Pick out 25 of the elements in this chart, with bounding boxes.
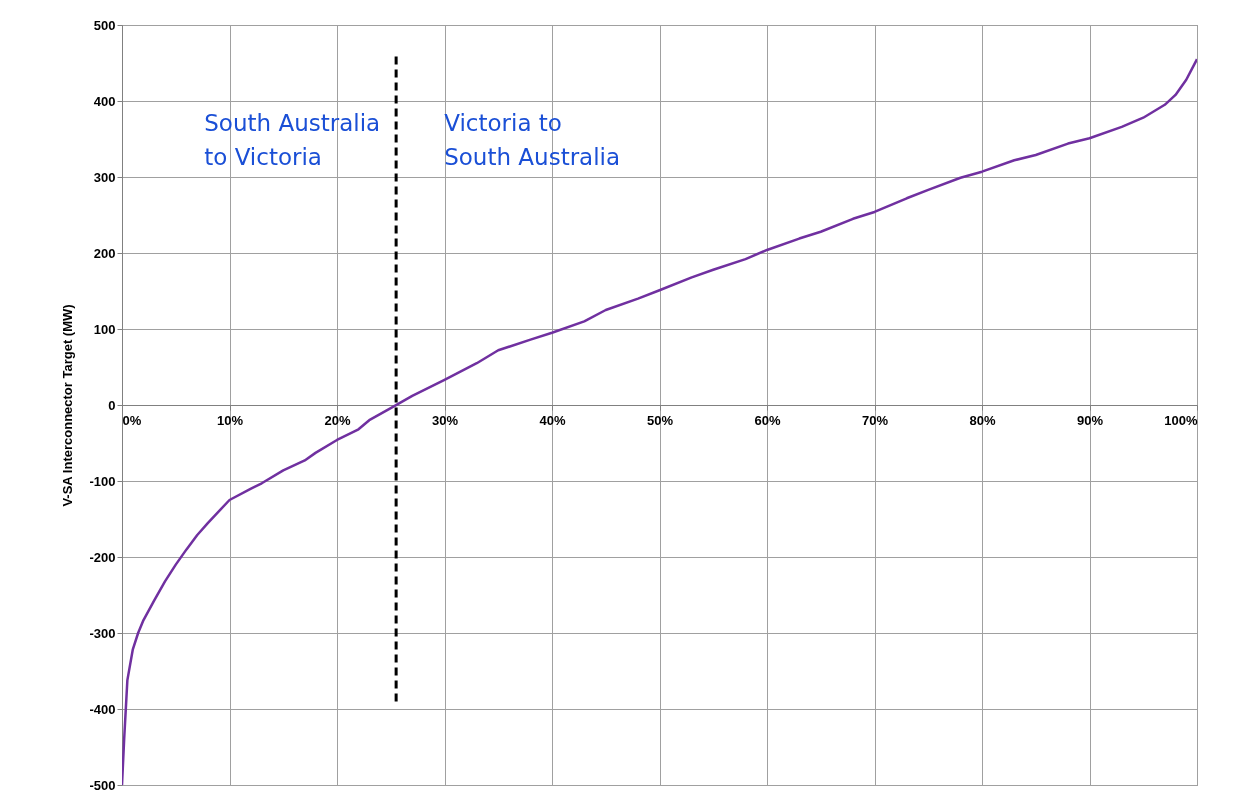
x-tick-label: 60% [754,412,781,428]
annotation: South Australia to Victoria [204,110,381,170]
x-tick-label: 0% [122,412,142,428]
x-tick-label: 50% [646,412,674,428]
x-tick-label: 90% [1076,412,1104,428]
annotation: Victoria to South Australia [444,110,621,170]
y-axis-title: V-SA Interconnector Target (MW) [60,304,76,507]
x-tick-label: 30% [431,412,459,428]
y-tick-label: 400 [93,93,116,109]
y-tick-label: -100 [89,473,116,489]
y-tick-label: 200 [93,245,116,261]
y-tick-label: 0 [108,397,116,413]
y-tick-label: 500 [93,17,116,33]
x-tick-label: 10% [216,412,244,428]
x-tick-label: 100% [1164,412,1198,428]
x-tick-label: 20% [324,412,351,428]
y-tick-label: -500 [89,777,116,793]
y-tick-label: -200 [89,549,116,565]
y-tick-label: -400 [89,701,116,717]
x-tick-label: 70% [861,412,889,428]
y-tick-label: 100 [93,321,116,337]
x-tick-label: 80% [969,412,996,428]
x-tick-label: 40% [539,412,566,428]
y-tick-label: -300 [89,625,116,641]
y-tick-label: 300 [93,169,116,185]
